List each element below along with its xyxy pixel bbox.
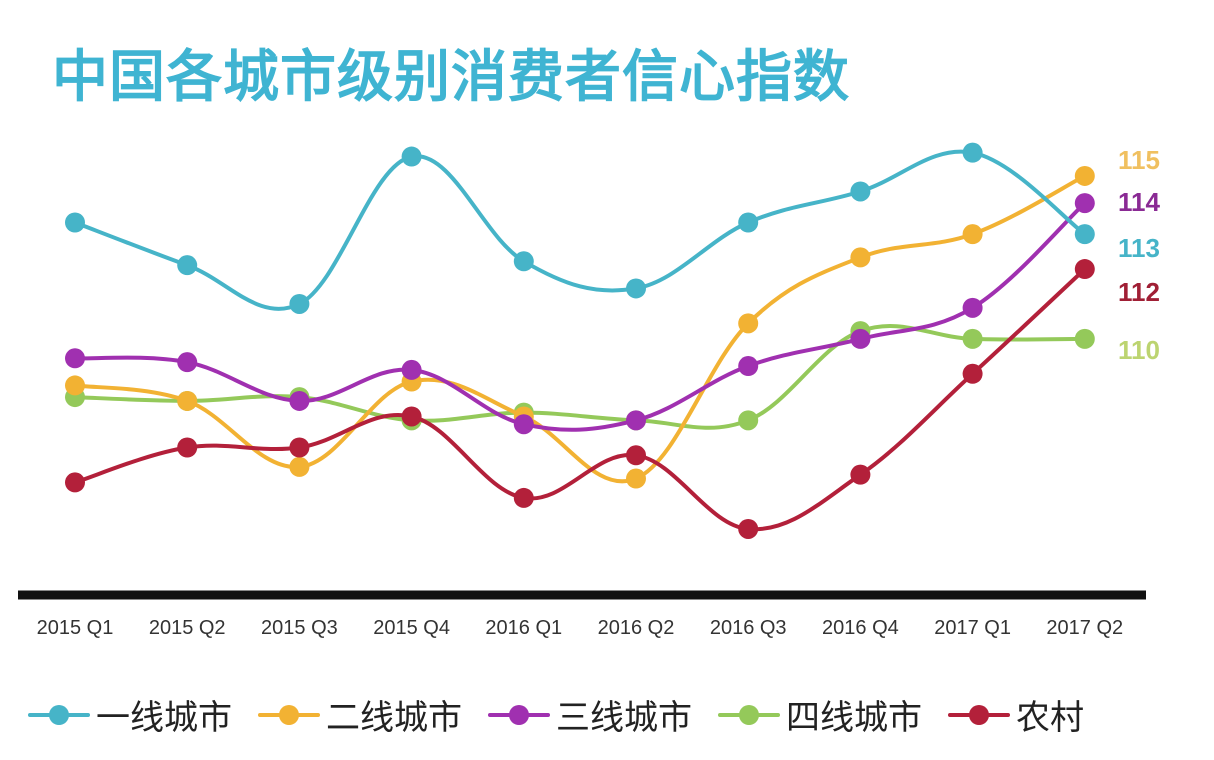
series-line-农村: [74, 267, 1087, 532]
data-point: [65, 212, 85, 233]
data-point: [962, 297, 983, 318]
x-tick-label: 2015 Q3: [261, 617, 338, 639]
data-point: [289, 390, 310, 411]
legend-label: 二线城市: [326, 698, 462, 738]
x-tick-labels: 2015 Q1 2015 Q2 2015 Q3 2015 Q4 2016 Q1 2016 …: [37, 617, 1124, 639]
data-point: [289, 293, 310, 314]
legend-label: 一线城市: [96, 698, 232, 738]
series-三线城市: [65, 193, 1095, 435]
end-value-label: 115: [1118, 145, 1160, 175]
x-tick-label: 2015 Q4: [373, 617, 450, 639]
end-value-label: 113: [1118, 233, 1160, 263]
series-农村: [65, 259, 1095, 539]
data-point: [962, 142, 983, 163]
data-point: [626, 278, 646, 299]
end-value-label: 110: [1118, 335, 1160, 365]
chart-title: 中国各城市级别消费者信心指数: [52, 45, 850, 110]
data-point: [65, 472, 85, 493]
legend-swatch: [258, 704, 320, 725]
data-point: [177, 437, 198, 458]
series-layer: [65, 142, 1095, 539]
legend-swatch: [488, 704, 550, 725]
data-point: [401, 406, 422, 427]
data-point: [738, 518, 759, 539]
data-point: [1074, 259, 1095, 280]
data-point: [850, 181, 871, 202]
data-point: [65, 375, 85, 396]
x-tick-label: 2016 Q3: [710, 617, 787, 639]
data-point: [850, 464, 871, 485]
legend-swatch: [948, 704, 1010, 725]
x-tick-label: 2016 Q2: [598, 617, 675, 639]
data-point: [177, 255, 198, 276]
x-tick-label: 2016 Q4: [822, 617, 899, 639]
data-point: [177, 352, 198, 373]
data-point: [513, 487, 534, 508]
x-tick-label: 2016 Q1: [485, 617, 562, 639]
series-line-三线城市: [74, 201, 1087, 432]
legend-label: 农村: [1016, 698, 1084, 738]
data-point: [1074, 328, 1095, 349]
data-point: [626, 410, 646, 431]
data-point: [738, 356, 759, 377]
legend-item: 农村: [948, 690, 1084, 739]
legend-swatch: [28, 704, 90, 725]
data-point: [626, 468, 646, 489]
data-point: [65, 348, 85, 369]
end-value-label: 112: [1118, 277, 1160, 307]
legend-item: 三线城市: [488, 690, 692, 739]
data-point: [738, 212, 759, 233]
series-二线城市: [65, 165, 1095, 489]
data-point: [850, 328, 871, 349]
x-tick-label: 2017 Q2: [1046, 617, 1123, 639]
series-line-二线城市: [74, 174, 1086, 484]
end-value-label: 114: [1118, 187, 1160, 217]
x-tick-label: 2017 Q1: [934, 617, 1011, 639]
data-point: [1074, 193, 1095, 214]
data-point: [626, 445, 646, 466]
data-point: [1074, 224, 1095, 245]
x-tick-label: 2015 Q2: [149, 617, 226, 639]
data-point: [289, 456, 310, 477]
legend-swatch: [718, 704, 780, 725]
legend: 一线城市 二线城市 三线城市 四线城市 农村: [28, 690, 1110, 739]
data-point: [289, 437, 310, 458]
data-point: [401, 359, 422, 380]
data-point: [401, 146, 422, 167]
legend-label: 四线城市: [786, 698, 922, 738]
data-point: [962, 328, 983, 349]
end-labels: 113 115 114 110 112: [1118, 145, 1160, 365]
data-point: [513, 251, 534, 272]
data-point: [738, 313, 759, 334]
x-tick-label: 2015 Q1: [37, 617, 114, 639]
series-四线城市: [65, 321, 1095, 431]
legend-label: 三线城市: [556, 698, 692, 738]
data-point: [962, 224, 983, 245]
legend-item: 二线城市: [258, 690, 462, 739]
legend-item: 四线城市: [718, 690, 922, 739]
data-point: [1074, 165, 1095, 186]
data-point: [738, 410, 759, 431]
data-point: [177, 390, 198, 411]
data-point: [850, 247, 871, 268]
data-point: [513, 414, 534, 435]
data-point: [962, 363, 983, 384]
series-一线城市: [65, 142, 1095, 314]
legend-item: 一线城市: [28, 690, 232, 739]
series-line-一线城市: [74, 149, 1086, 311]
